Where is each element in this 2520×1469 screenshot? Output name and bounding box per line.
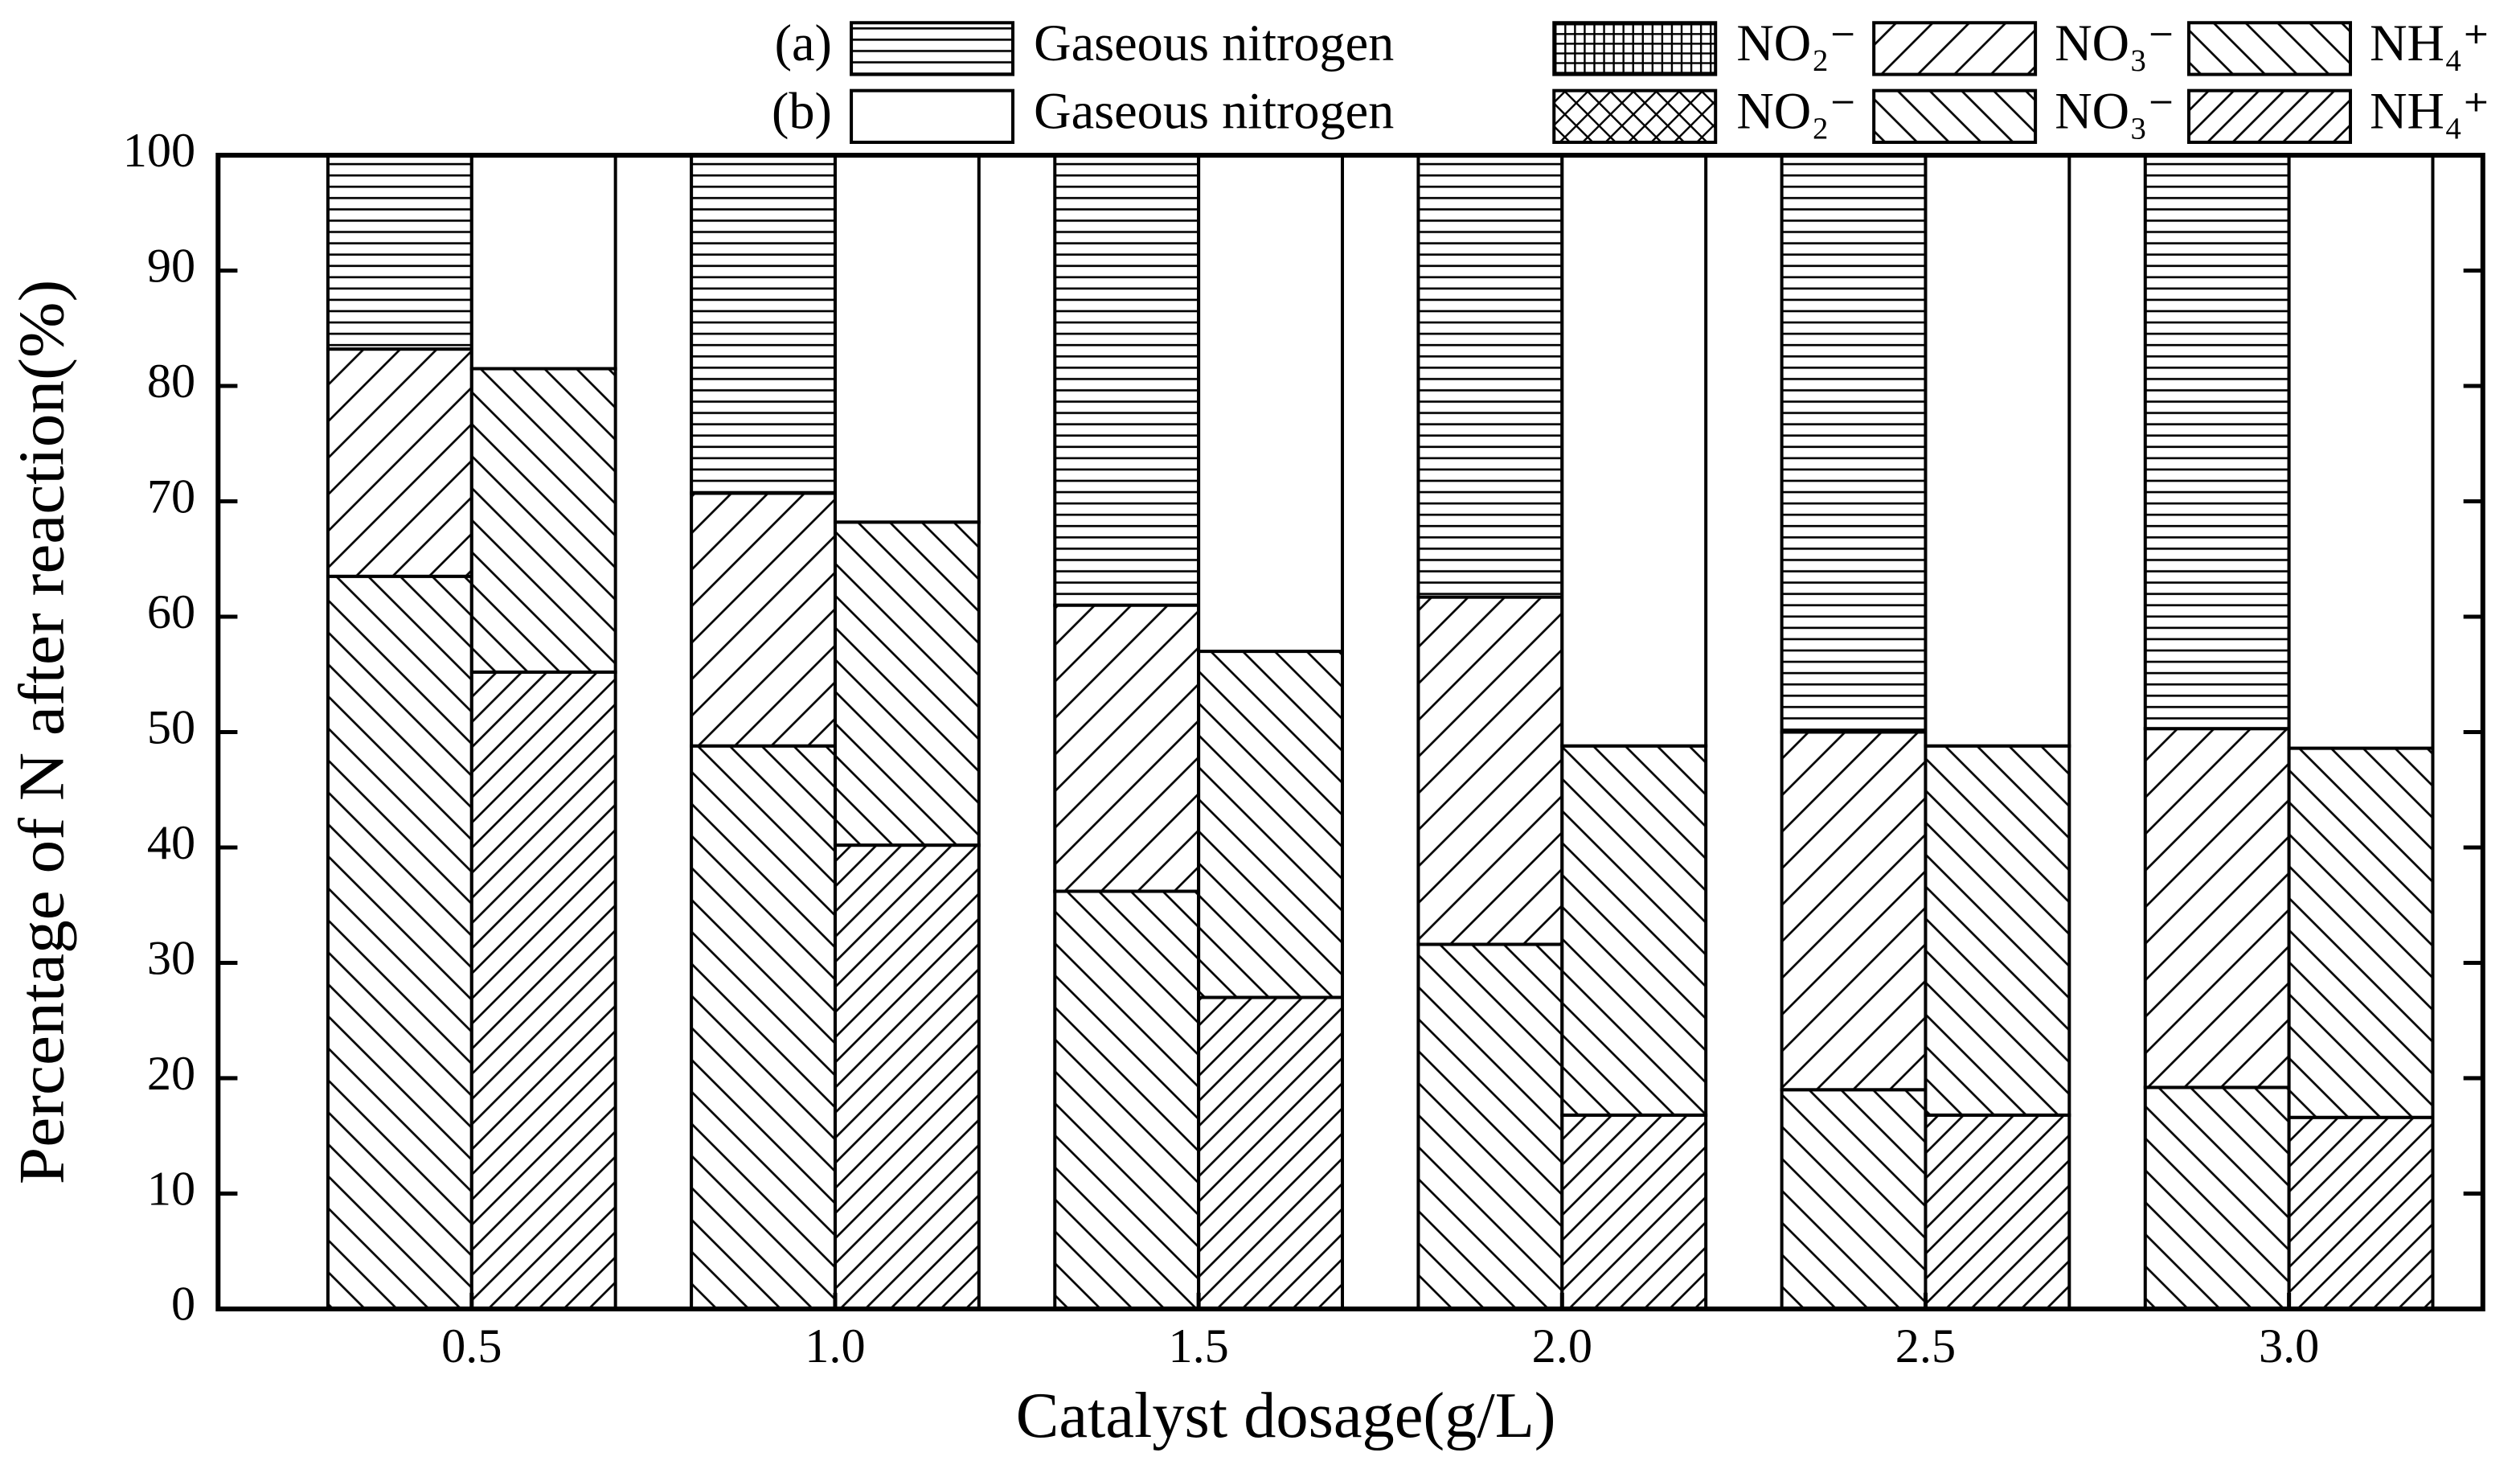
bar-segment [1416,942,1564,1311]
y-tick-label: 10 [147,1162,195,1216]
legend-swatch [2187,88,2352,144]
legend-label: Gaseous nitrogen [1034,14,1394,72]
bar-segment [2287,1115,2435,1311]
y-axis-label: Percentage of N after reaction(%) [6,280,78,1184]
bar-segment [2287,746,2435,1119]
legend-label: NH₄⁺ [2370,14,2489,72]
y-tick-label: 100 [123,124,195,178]
bar-segment [2143,154,2291,731]
legend-swatch [1872,88,2038,144]
bar-segment [1924,1113,2071,1311]
x-tick-label: 2.0 [1532,1319,1592,1373]
bar-segment [833,520,981,847]
legend-swatch [850,21,1015,76]
y-tick-label: 90 [147,239,195,293]
bar-segment [690,744,837,1311]
legend-swatch [2187,21,2352,76]
legend-label: NH₄⁺ [2370,83,2489,140]
y-tick-label: 40 [147,816,195,870]
x-axis-label: Catalyst dosage(g/L) [1016,1380,1556,1451]
legend-swatch [1552,88,1718,144]
legend-label: NO₃⁻ [2055,14,2174,72]
bar-segment [1053,603,1201,893]
plot [326,154,2435,1311]
x-tick-label: 3.0 [2259,1319,2319,1373]
legend-swatch [850,88,1015,144]
x-tick-label: 1.0 [805,1319,865,1373]
legend-label: NO₂⁻ [1736,83,1856,140]
x-tick-label: 2.5 [1895,1319,1956,1373]
y-tick-label: 20 [147,1047,195,1101]
bar-segment [1197,995,1344,1311]
bar-segment [1416,154,1564,599]
legend-label: Gaseous nitrogen [1034,83,1394,140]
bar-segment [1560,154,1708,748]
bar-segment [1197,650,1344,999]
x-tick-label: 1.5 [1168,1319,1228,1373]
bar-segment [326,574,473,1311]
bar-segment [326,347,473,578]
bar-segment [1560,1113,1708,1311]
bar-segment [2143,727,2291,1089]
bar-segment [690,154,837,495]
x-tick-label: 0.5 [441,1319,502,1373]
bar-segment [469,670,617,1311]
bar-segment [1780,154,1928,734]
legend-label: NO₂⁻ [1736,14,1856,72]
bar-segment [1780,1088,1928,1311]
bar-segment [1924,154,2071,748]
legend-group-label: (a) [775,14,832,72]
y-tick-label: 30 [147,931,195,985]
bar-segment [690,491,837,748]
bar-segment [469,367,617,674]
y-tick-label: 70 [147,470,195,523]
bar-segment [326,154,473,351]
bar-segment [833,843,981,1311]
legend-group-label: (b) [772,83,832,140]
bar-segment [1053,889,1201,1311]
bar-segment [833,154,981,524]
y-tick-label: 80 [147,355,195,408]
bar-segment [2143,1085,2291,1311]
bar-segment [1416,595,1564,946]
bar-segment [1924,744,2071,1117]
y-tick-label: 50 [147,700,195,754]
legend-label: NO₃⁻ [2055,83,2174,140]
bar-segment [1780,730,1928,1092]
bar-segment [469,154,617,371]
y-tick-label: 60 [147,585,195,639]
bar-segment [1053,154,1201,607]
legend-swatch [1872,21,2038,76]
legend-swatch [1552,21,1718,76]
bar-segment [1197,154,1344,654]
bar-segment [1560,744,1708,1117]
bar-segment [2287,154,2435,750]
y-tick-label: 0 [171,1278,195,1332]
